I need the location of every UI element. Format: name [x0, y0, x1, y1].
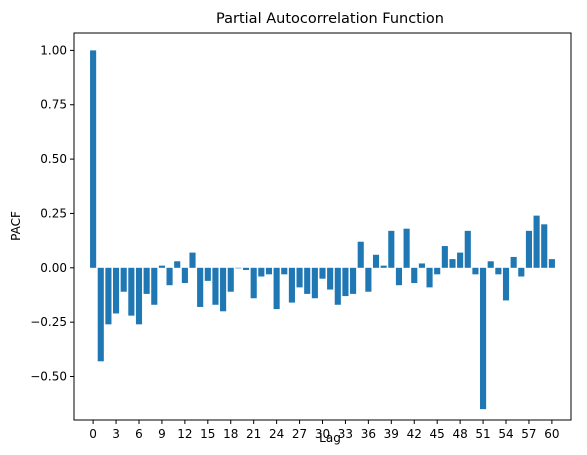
pacf-bar-10 [166, 267, 173, 286]
x-tick-label: 27 [292, 427, 307, 441]
pacf-bar-36 [365, 267, 372, 292]
plot-frame [73, 32, 572, 421]
pacf-bar-47 [449, 259, 456, 268]
pacf-bar-38 [380, 265, 387, 268]
x-tick-label: 42 [407, 427, 422, 441]
pacf-bar-12 [181, 267, 188, 284]
pacf-bar-56 [518, 267, 525, 277]
x-tick-label: 15 [200, 427, 215, 441]
pacf-bar-13 [189, 252, 196, 268]
x-tick-label: 9 [158, 427, 166, 441]
pacf-bar-22 [258, 267, 265, 277]
pacf-bar-2 [105, 267, 112, 325]
pacf-bar-15 [204, 267, 211, 281]
pacf-bar-0 [90, 50, 97, 268]
x-tick-label: 24 [269, 427, 284, 441]
x-tick-label: 33 [338, 427, 353, 441]
pacf-bar-52 [487, 261, 494, 268]
pacf-bar-49 [464, 230, 471, 268]
pacf-bar-26 [288, 267, 295, 303]
pacf-bar-21 [250, 267, 257, 299]
pacf-bar-8 [151, 267, 158, 305]
pacf-bar-11 [174, 261, 181, 268]
pacf-bar-43 [418, 263, 425, 268]
x-ticks-group: 0 3 6 9 12 15 18 21 24 27 30 33 36 39 42 45 48 51 54 57 60 [89, 420, 560, 441]
pacf-bar-30 [319, 267, 326, 279]
pacf-bar-23 [265, 267, 273, 275]
x-tick-label: 51 [475, 427, 490, 441]
pacf-bar-9 [158, 265, 165, 268]
x-tick-label: 0 [89, 427, 97, 441]
pacf-bar-28 [304, 267, 311, 294]
x-tick-label: 57 [521, 427, 536, 441]
y-tick-label: −0.50 [30, 370, 67, 384]
pacf-bar-57 [525, 230, 533, 268]
pacf-bar-45 [434, 267, 441, 275]
pacf-bar-48 [457, 252, 464, 268]
y-tick-label: −0.25 [30, 315, 67, 329]
pacf-bar-7 [143, 267, 150, 294]
pacf-bar-39 [388, 230, 395, 268]
y-tick-label: 0.50 [40, 152, 67, 166]
x-tick-label: 3 [112, 427, 120, 441]
pacf-bar-33 [342, 267, 349, 297]
pacf-bar-59 [541, 224, 548, 268]
pacf-bar-42 [411, 267, 418, 284]
pacf-bar-54 [502, 267, 510, 301]
y-tick-label: 0.00 [40, 261, 67, 275]
x-tick-label: 45 [430, 427, 445, 441]
pacf-bar-40 [395, 267, 403, 286]
y-tick-label: 0.25 [40, 206, 67, 220]
pacf-bar-14 [197, 267, 204, 307]
y-axis-label: PACF [9, 211, 23, 241]
pacf-bar-24 [273, 267, 280, 310]
pacf-bar-37 [372, 254, 380, 268]
pacf-bar-46 [441, 246, 448, 268]
x-tick-label: 12 [177, 427, 192, 441]
pacf-bar-18 [227, 267, 234, 292]
chart-title: Partial Autocorrelation Function [216, 11, 444, 27]
x-tick-label: 18 [223, 427, 238, 441]
x-tick-label: 36 [361, 427, 376, 441]
pacf-bar-6 [135, 267, 143, 325]
pacf-bar-53 [495, 267, 502, 275]
x-tick-label: 39 [384, 427, 399, 441]
pacf-bar-1 [97, 267, 104, 362]
pacf-bar-29 [311, 267, 318, 299]
pacf-bar-41 [403, 228, 410, 268]
x-tick-label: 21 [246, 427, 261, 441]
y-ticks-group: −0.50 −0.25 0.00 0.25 0.50 0.75 1.00 [30, 43, 74, 384]
bars-group [90, 50, 555, 410]
y-tick-label: 1.00 [40, 43, 67, 57]
pacf-bar-5 [128, 267, 135, 316]
pacf-bar-44 [426, 267, 433, 288]
pacf-bar-16 [212, 267, 219, 305]
pacf-bar-35 [357, 241, 364, 268]
x-tick-label: 54 [498, 427, 513, 441]
pacf-bar-32 [334, 267, 341, 305]
x-tick-label: 6 [135, 427, 143, 441]
pacf-bar-51 [480, 267, 487, 410]
y-tick-label: 0.75 [40, 98, 67, 112]
pacf-bar-19 [235, 267, 242, 269]
pacf-bar-17 [220, 267, 227, 312]
pacf-bar-50 [472, 267, 479, 275]
x-tick-label: 60 [544, 427, 559, 441]
pacf-bar-55 [510, 256, 517, 268]
pacf-bar-3 [112, 267, 120, 314]
pacf-bar-60 [548, 259, 555, 268]
pacf-bar-58 [533, 215, 540, 268]
pacf-bar-20 [242, 267, 250, 270]
pacf-bar-27 [296, 267, 303, 288]
pacf-bar-31 [327, 267, 334, 290]
pacf-bar-34 [350, 267, 357, 294]
pacf-bar-25 [281, 267, 288, 275]
pacf-bar-4 [120, 267, 127, 292]
x-axis-label: Lag [319, 431, 341, 445]
x-tick-label: 48 [452, 427, 467, 441]
x-tick-label: 30 [315, 427, 330, 441]
